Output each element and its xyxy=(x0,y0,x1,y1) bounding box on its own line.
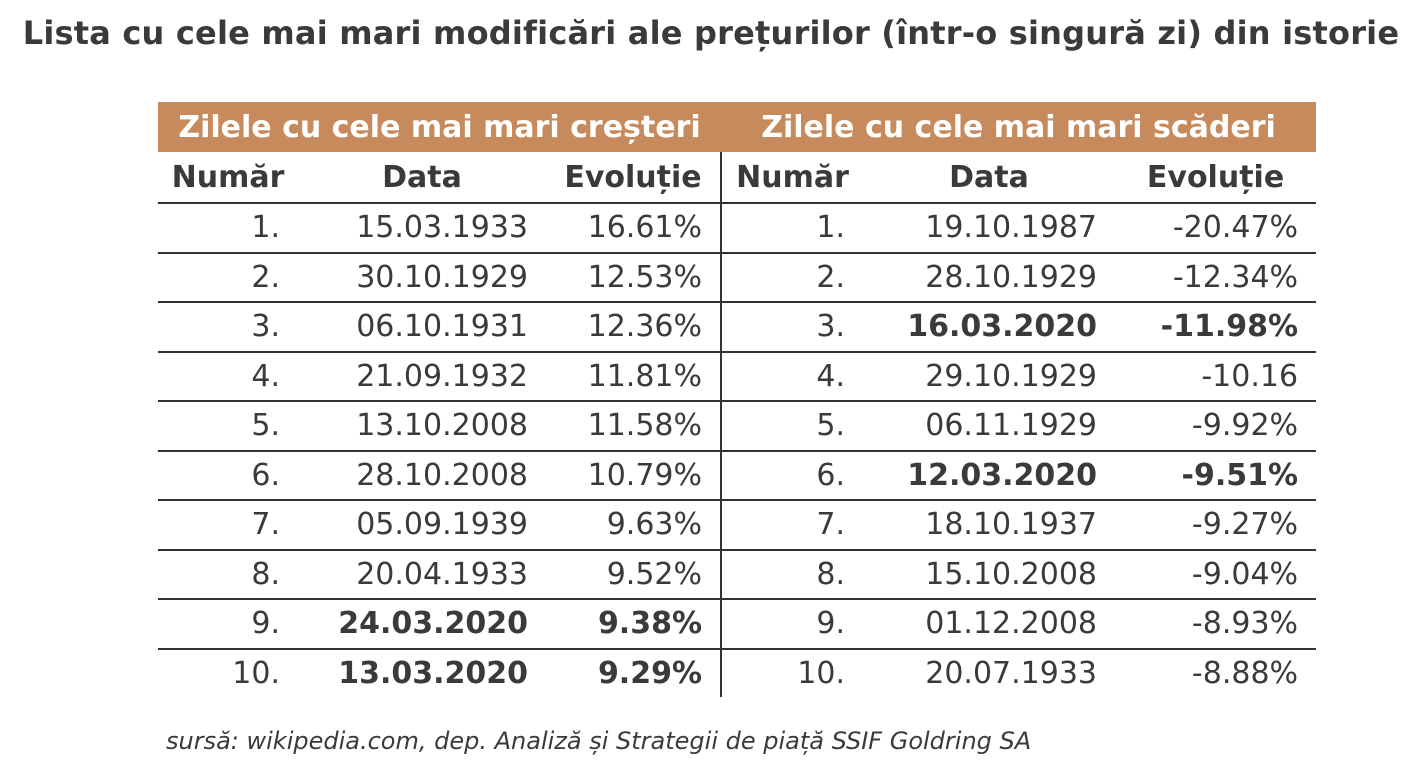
loss-date: 12.03.2020 xyxy=(863,450,1116,501)
loss-change: -9.51% xyxy=(1115,450,1317,501)
losses-change-header: Evoluție xyxy=(1115,152,1317,204)
loss-date: 16.03.2020 xyxy=(863,302,1116,353)
table-row: 3. 06.10.1931 12.36% 3. 16.03.2020 -11.9… xyxy=(158,302,1317,353)
gain-number: 10. xyxy=(232,655,280,691)
table-row: 8. 20.04.1933 9.52% 8. 15.10.2008 -9.04% xyxy=(158,549,1317,600)
loss-number: 5. xyxy=(721,401,864,452)
gain-date: 06.10.1931 xyxy=(298,302,546,353)
loss-change: -20.47% xyxy=(1115,203,1317,254)
loss-number: 1. xyxy=(721,203,864,254)
gain-date: 05.09.1939 xyxy=(298,500,546,551)
gain-number: 9. xyxy=(158,599,298,650)
loss-change: -10.16 xyxy=(1115,351,1317,402)
gain-number: 7. xyxy=(158,500,298,551)
loss-number: 10. xyxy=(797,655,846,691)
gain-change: 12.53% xyxy=(546,252,723,303)
loss-number: 6. xyxy=(721,450,864,501)
loss-number: 7. xyxy=(721,500,864,551)
table-row: 10. 13.03.2020 9.29% 10. 20.07.1933 -8.8… xyxy=(158,648,1316,697)
gain-number: 3. xyxy=(158,302,298,353)
gain-change: 9.52% xyxy=(546,549,723,600)
gain-date: 15.03.1933 xyxy=(298,203,546,254)
gain-date: 13.10.2008 xyxy=(298,401,546,452)
gain-number: 5. xyxy=(158,401,298,452)
gain-change: 9.38% xyxy=(546,599,723,650)
table-row: 7. 05.09.1939 9.63% 7. 18.10.1937 -9.27% xyxy=(158,500,1317,551)
losses-group-header: Zilele cu cele mai mari scăderi xyxy=(721,102,1317,152)
gain-change: 9.29% xyxy=(546,648,723,697)
gain-change: 10.79% xyxy=(546,450,723,501)
page-title: Lista cu cele mai mari modificări ale pr… xyxy=(22,14,1400,52)
price-changes-table: Zilele cu cele mai mari creșteri Zilele … xyxy=(158,102,1317,697)
losses-date-header: Data xyxy=(863,152,1116,204)
loss-change: -9.92% xyxy=(1115,401,1317,452)
loss-number: 8. xyxy=(721,549,864,600)
gain-number: 2. xyxy=(158,252,298,303)
loss-number: 9. xyxy=(721,599,864,650)
gain-date: 28.10.2008 xyxy=(298,450,546,501)
loss-number: 2. xyxy=(721,252,864,303)
price-changes-table-container: Zilele cu cele mai mari creșteri Zilele … xyxy=(158,102,1317,697)
gain-date: 24.03.2020 xyxy=(298,599,546,650)
gains-change-header: Evoluție xyxy=(546,152,723,204)
gain-number: 8. xyxy=(158,549,298,600)
loss-change: -8.93% xyxy=(1115,599,1317,650)
table-row: 9. 24.03.2020 9.38% 9. 01.12.2008 -8.93% xyxy=(158,599,1317,650)
loss-change: -11.98% xyxy=(1115,302,1317,353)
table-row: 5. 13.10.2008 11.58% 5. 06.11.1929 -9.92… xyxy=(158,401,1317,452)
gain-date: 20.04.1933 xyxy=(298,549,546,600)
loss-date: 15.10.2008 xyxy=(863,549,1116,600)
loss-date: 20.07.1933 xyxy=(925,655,1098,691)
loss-date: 19.10.1987 xyxy=(863,203,1116,254)
loss-change: -8.88% xyxy=(1191,655,1299,691)
gain-date: 21.09.1932 xyxy=(298,351,546,402)
table-row: 6. 28.10.2008 10.79% 6. 12.03.2020 -9.51… xyxy=(158,450,1317,501)
loss-date: 29.10.1929 xyxy=(863,351,1116,402)
gain-date: 30.10.1929 xyxy=(298,252,546,303)
loss-date: 06.11.1929 xyxy=(863,401,1116,452)
source-note: sursă: wikipedia.com, dep. Analiză și St… xyxy=(166,727,1032,755)
gain-number: 1. xyxy=(158,203,298,254)
table-row: 4. 21.09.1932 11.81% 4. 29.10.1929 -10.1… xyxy=(158,351,1317,402)
gain-number: 4. xyxy=(158,351,298,402)
gain-change: 11.58% xyxy=(546,401,723,452)
gain-date: 13.03.2020 xyxy=(338,655,528,691)
gain-change: 11.81% xyxy=(546,351,723,402)
loss-number: 3. xyxy=(721,302,864,353)
loss-number: 4. xyxy=(721,351,864,402)
gain-change: 16.61% xyxy=(546,203,723,254)
gain-change: 12.36% xyxy=(546,302,723,353)
losses-number-header: Număr xyxy=(721,152,864,204)
gains-date-header: Data xyxy=(298,152,546,204)
gain-number: 6. xyxy=(158,450,298,501)
table-row: 2. 30.10.1929 12.53% 2. 28.10.1929 -12.3… xyxy=(158,252,1317,303)
gains-group-header: Zilele cu cele mai mari creșteri xyxy=(158,102,722,152)
loss-date: 28.10.1929 xyxy=(863,252,1116,303)
loss-change: -9.27% xyxy=(1115,500,1317,551)
gain-change: 9.63% xyxy=(546,500,723,551)
loss-date: 18.10.1937 xyxy=(863,500,1116,551)
loss-date: 01.12.2008 xyxy=(863,599,1116,650)
loss-change: -12.34% xyxy=(1115,252,1317,303)
loss-change: -9.04% xyxy=(1115,549,1317,600)
table-row: 1. 15.03.1933 16.61% 1. 19.10.1987 -20.4… xyxy=(158,203,1317,254)
gains-number-header: Număr xyxy=(158,152,298,204)
